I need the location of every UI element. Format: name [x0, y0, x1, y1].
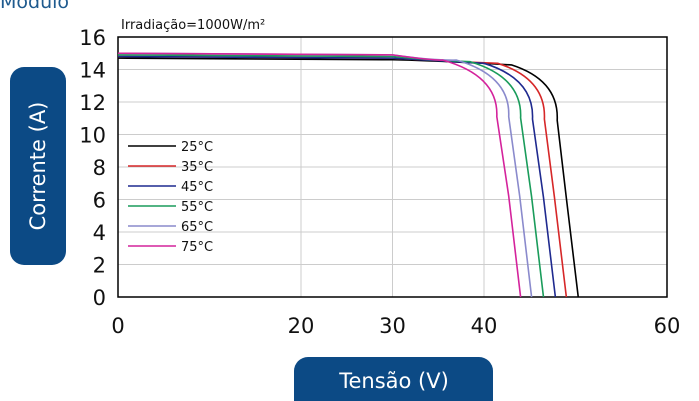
- irradiance-annotation: Irradiação=1000W/m²: [121, 18, 265, 33]
- legend-label: 45°C: [181, 180, 213, 195]
- x-tick-label: 40: [471, 314, 498, 338]
- series-line: [117, 55, 568, 298]
- y-tick-label: 16: [79, 26, 106, 50]
- series-line: [117, 55, 557, 298]
- x-tick-label: 20: [288, 314, 315, 338]
- y-tick-label: 2: [93, 254, 106, 278]
- y-tick-label: 14: [79, 59, 106, 83]
- y-tick-label: 0: [93, 286, 106, 310]
- legend-label: 65°C: [181, 220, 213, 235]
- series-line: [117, 57, 580, 298]
- legend-label: 55°C: [181, 200, 213, 215]
- x-axis-label-box: [294, 357, 493, 401]
- y-tick-label: 12: [79, 91, 106, 115]
- series-line: [117, 52, 522, 298]
- y-tick-label: 8: [93, 156, 106, 180]
- plot-frame: [117, 36, 668, 298]
- x-tick-label: 0: [111, 314, 124, 338]
- page-title: Módulo: [0, 0, 70, 13]
- legend-label: 75°C: [181, 240, 213, 255]
- legend-label: 25°C: [181, 140, 213, 155]
- y-tick-label: 10: [79, 124, 106, 148]
- y-axis-label-box: [10, 67, 66, 265]
- legend-label: 35°C: [181, 160, 213, 175]
- series-layer: [117, 52, 580, 298]
- x-tick-label: 30: [379, 314, 406, 338]
- series-line: [117, 54, 545, 298]
- x-axis-label: Tensão (V): [339, 369, 449, 393]
- x-tick-label: 60: [654, 314, 681, 338]
- y-tick-label: 6: [93, 189, 106, 213]
- tick-layer: 0 20 30 40 60 0 2 4 6 8 10 12 14 16: [79, 26, 680, 338]
- y-tick-label: 4: [93, 221, 106, 245]
- legend: 25°C 35°C 45°C 55°C 65°C 75°C: [128, 140, 213, 255]
- grid-layer: [118, 37, 667, 297]
- series-line: [117, 52, 533, 298]
